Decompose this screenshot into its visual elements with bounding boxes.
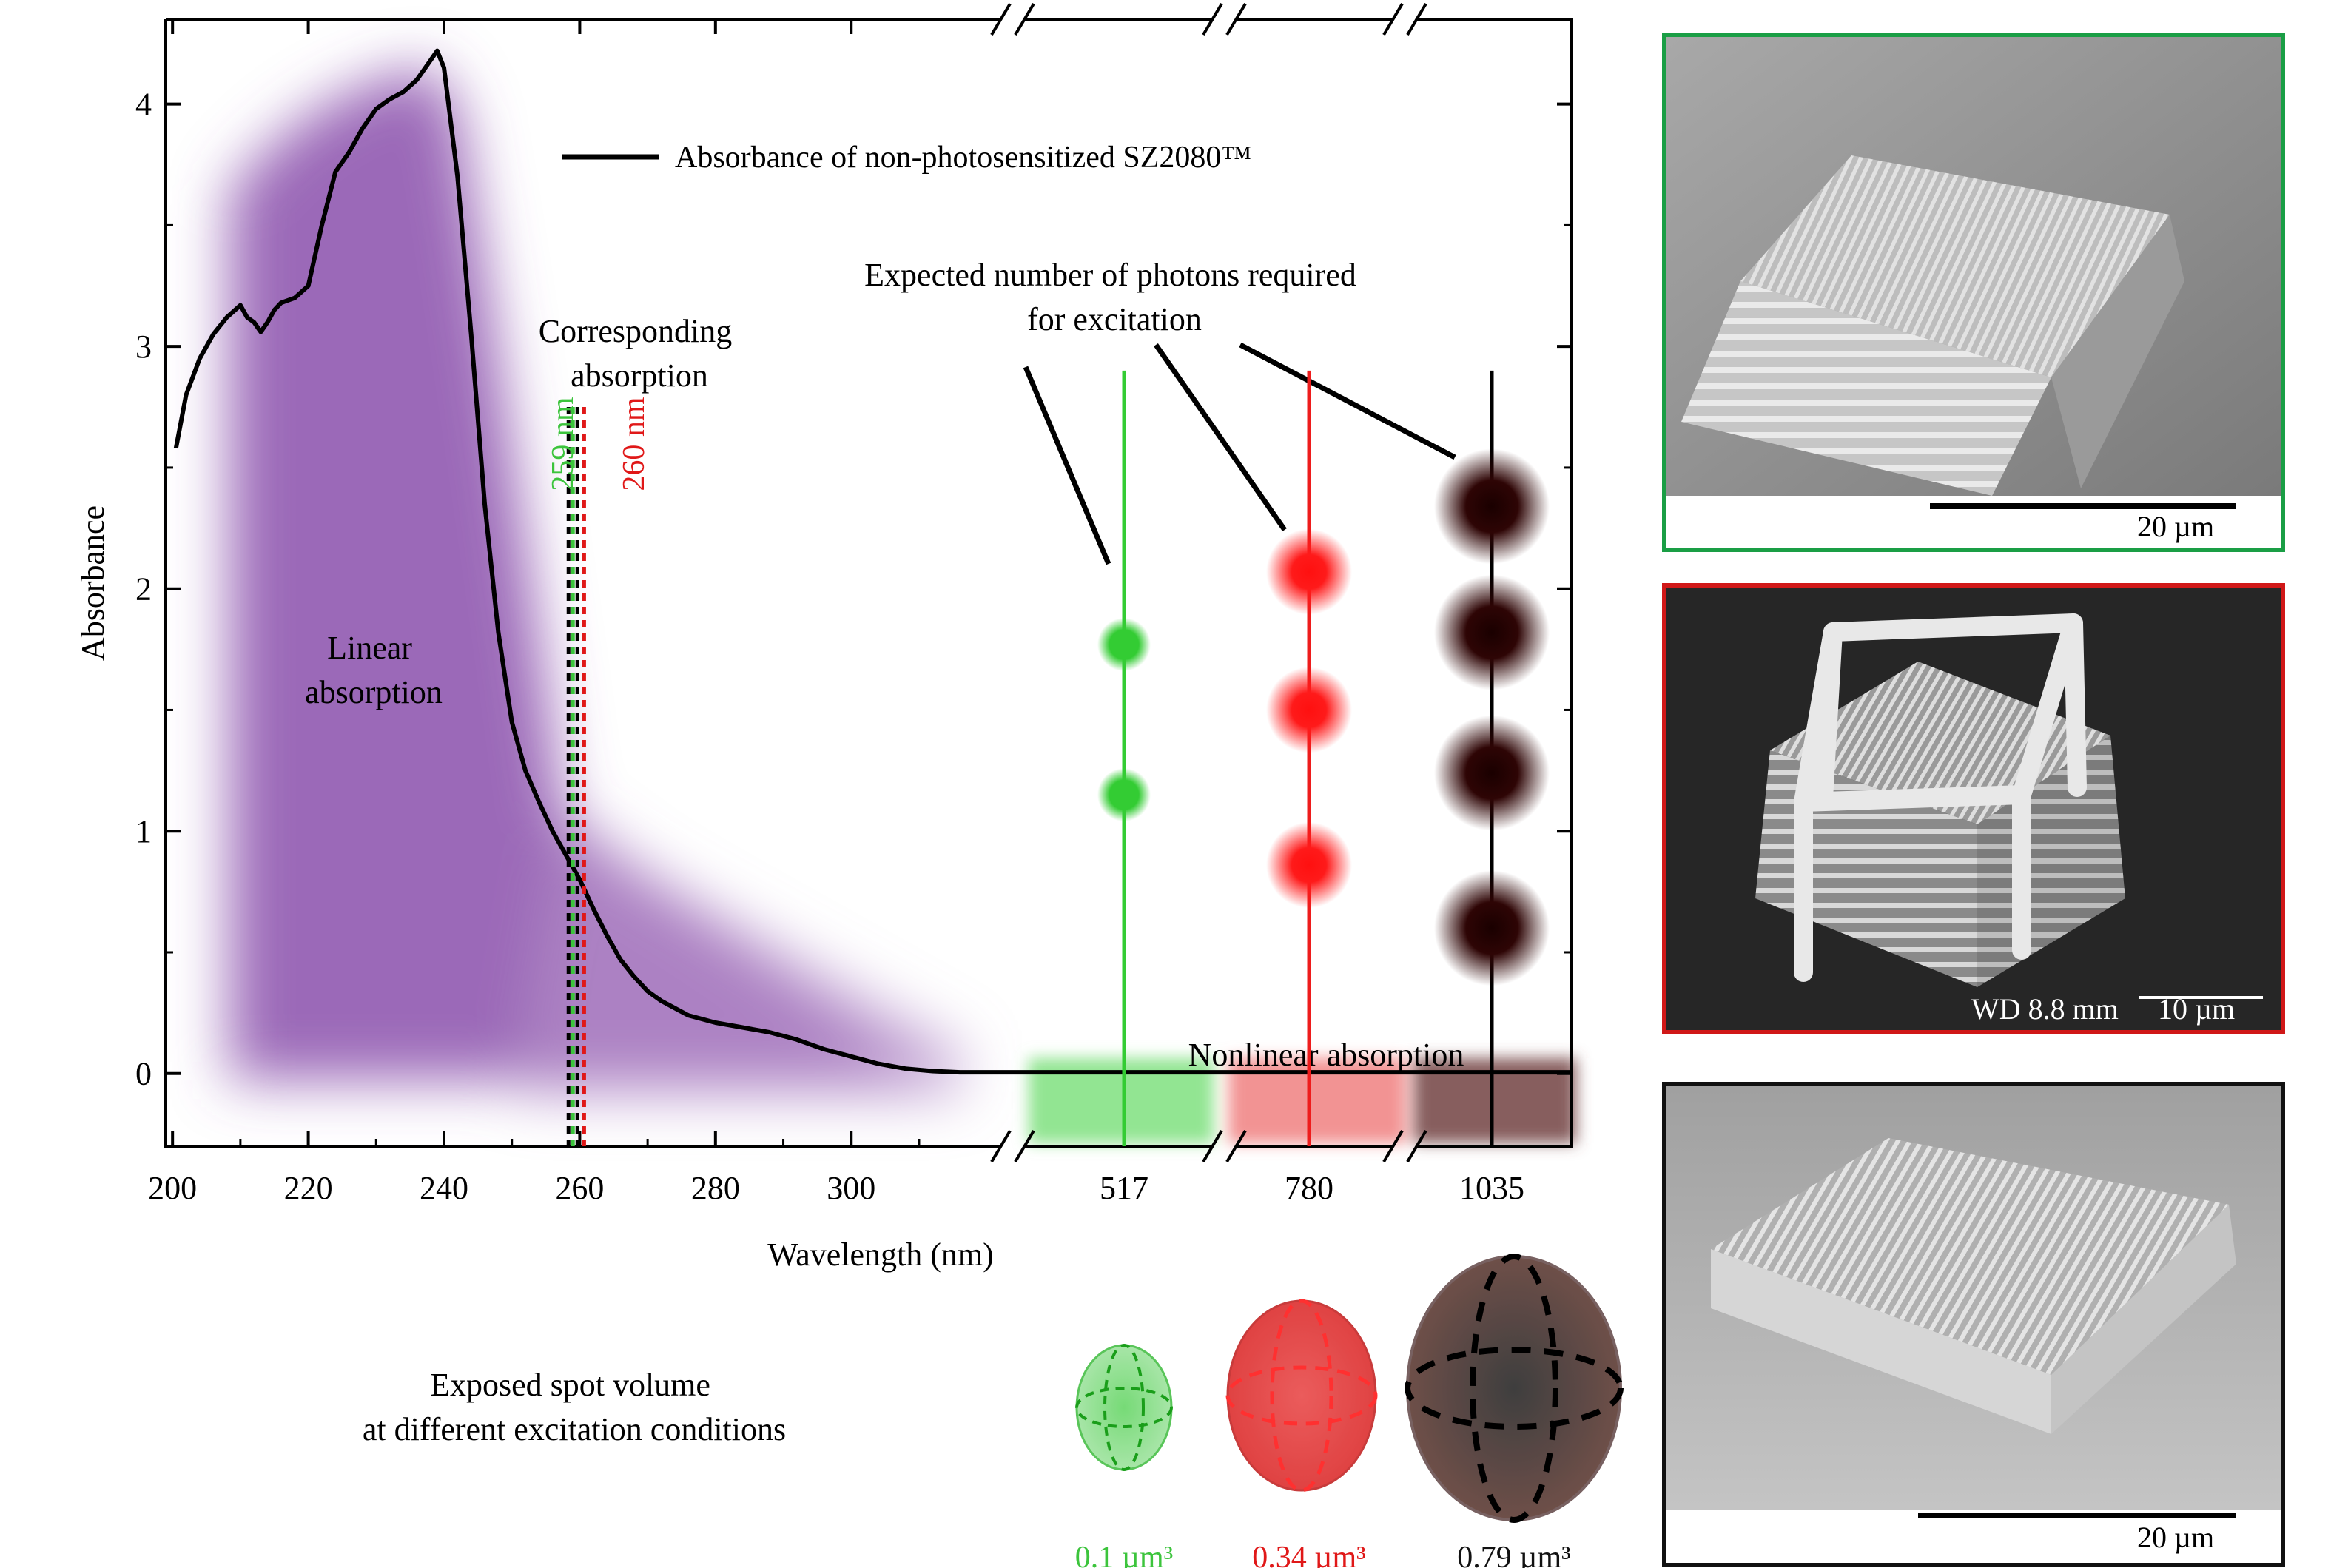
sem-panel-3: 20 µm	[1662, 1082, 2285, 1567]
sem-image-2	[1666, 588, 2281, 1030]
annotation-nonlinear: Nonlinear absorption	[1188, 1037, 1464, 1073]
x-tick-label: 280	[691, 1170, 740, 1206]
sem-scale-label-1: 20 µm	[2137, 510, 2215, 543]
legend-label: Absorbance of non-photosensitized SZ2080…	[675, 141, 1252, 175]
photon-spot	[1266, 528, 1352, 615]
y-tick-label: 4	[135, 87, 152, 123]
pointer-780	[1154, 343, 1287, 531]
ellipsoid-780	[1225, 1299, 1378, 1493]
x-tick-label: 517	[1100, 1170, 1148, 1206]
plot-frame	[164, 18, 1573, 1148]
volume-label-517: 0.1 µm³	[1075, 1541, 1173, 1568]
x-tick-label: 300	[827, 1170, 875, 1206]
x-tick-label: 240	[420, 1170, 468, 1206]
sem-panel-2: WD 8.8 mm 10 µm	[1662, 583, 2285, 1034]
x-tick-label: 220	[284, 1170, 333, 1206]
annotation-photons: Expected number of photons required for …	[864, 257, 1365, 337]
ellipsoid-517	[1075, 1344, 1173, 1471]
y-tick-label: 2	[135, 571, 152, 608]
y-tick-label: 1	[135, 813, 152, 849]
dashed-markers	[566, 407, 586, 1146]
photon-spot	[1266, 822, 1352, 909]
x-tick-label: 1035	[1459, 1170, 1524, 1206]
annotation-corresponding: Corresponding absorption	[539, 313, 741, 394]
photon-pointer-lines	[1023, 342, 1456, 565]
volume-label-1035: 0.79 µm³	[1457, 1541, 1570, 1568]
photon-spot	[1434, 574, 1550, 690]
x-axis-label: Wavelength (nm)	[767, 1236, 994, 1273]
axis-break-marks	[990, 2, 1427, 1163]
annotation-spot-volume: Exposed spot volume at different excitat…	[363, 1367, 786, 1447]
photon-spot	[1434, 448, 1550, 565]
linear-absorption-region	[229, 67, 962, 1095]
sem-scale-label-3: 20 µm	[2137, 1521, 2215, 1554]
y-tick-label: 0	[135, 1056, 152, 1092]
ellipsoid-1035	[1405, 1254, 1624, 1523]
y-tick-label: 3	[135, 329, 152, 365]
x-tick-label: 200	[148, 1170, 197, 1206]
label-260nm: 260 nm	[617, 397, 651, 491]
sem-wd-label-2: WD 8.8 mm	[1971, 992, 2119, 1026]
sem-image-1	[1666, 37, 2281, 548]
y-axis-ticks: 0 1 2 3 4	[135, 87, 1572, 1092]
photon-spot	[1434, 715, 1550, 831]
pointer-517	[1023, 366, 1111, 565]
photon-spot	[1097, 618, 1151, 672]
photon-spot	[1266, 667, 1352, 753]
photon-spot	[1434, 870, 1550, 986]
pointer-1035	[1239, 342, 1456, 460]
photon-spots	[1097, 370, 1550, 1146]
annotation-linear: Linear absorption	[305, 630, 443, 710]
sem-scale-label-2: 10 µm	[2158, 992, 2236, 1026]
label-259nm: 259 nm	[546, 397, 580, 491]
sem-panel-1: 20 µm	[1662, 33, 2285, 552]
x-tick-label: 260	[555, 1170, 604, 1206]
volume-label-780: 0.34 µm³	[1252, 1541, 1365, 1568]
photon-spot	[1097, 768, 1151, 822]
y-axis-label: Absorbance	[75, 505, 111, 661]
absorbance-curve	[173, 48, 1000, 1075]
sem-image-3	[1666, 1086, 2281, 1563]
x-tick-label: 780	[1285, 1170, 1333, 1206]
